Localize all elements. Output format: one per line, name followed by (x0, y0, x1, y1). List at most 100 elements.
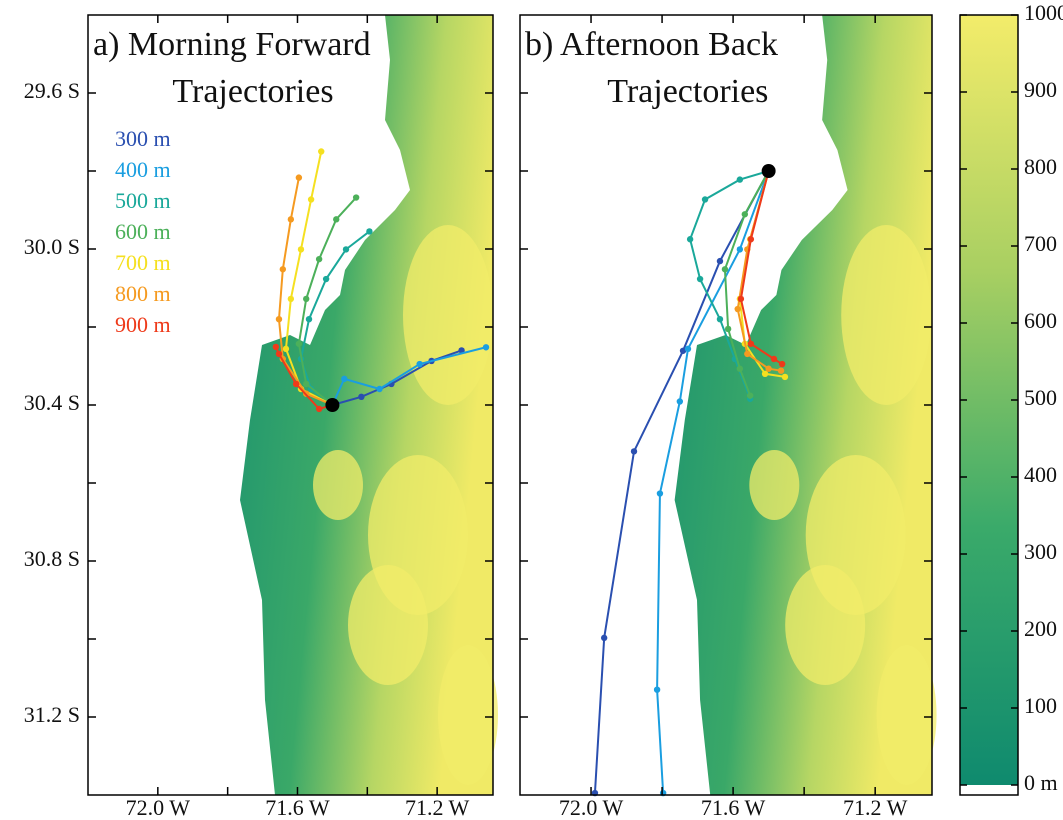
trajectory-point (701, 196, 709, 203)
trajectory-point (747, 340, 755, 347)
trajectory-point (295, 174, 303, 181)
panel-title: Trajectories (172, 73, 333, 110)
trajectory-point (297, 246, 305, 253)
trajectory-point (295, 340, 303, 347)
trajectory-point (282, 345, 290, 353)
trajectory-point (287, 295, 295, 303)
colorbar-tick-label: 100 (1024, 693, 1057, 718)
trajectory-point (653, 686, 661, 693)
trajectory-point (322, 275, 330, 283)
x-tick-label: 72.0 W (126, 795, 191, 820)
start-point (761, 164, 776, 178)
y-tick-label: 30.0 S (24, 234, 80, 259)
colorbar-tick-label: 200 (1024, 616, 1057, 641)
trajectory-point (736, 246, 744, 253)
trajectory-point (275, 350, 283, 358)
trajectory-point (305, 316, 313, 323)
colorbar-tick-label: 400 (1024, 462, 1057, 487)
terrain-high (876, 645, 937, 785)
colorbar-tick-label: 900 (1024, 77, 1057, 102)
trajectory-point (600, 634, 608, 642)
terrain-high (313, 450, 363, 520)
legend-entry: 700 m (115, 250, 171, 275)
map-panel (88, 15, 498, 795)
trajectory-point (716, 257, 724, 265)
trajectory-point (279, 266, 287, 273)
terrain-high (348, 565, 428, 685)
colorbar-tick-label: 0 m (1024, 770, 1058, 795)
legend-entry: 900 m (115, 312, 171, 337)
terrain-high (785, 565, 866, 685)
colorbar-tick-label: 500 (1024, 385, 1057, 410)
trajectory-point (721, 266, 729, 273)
trajectory-point (315, 255, 323, 263)
trajectory-point (736, 365, 744, 372)
trajectory-point (630, 448, 638, 455)
trajectory-point (358, 393, 365, 401)
terrain-high (403, 225, 493, 405)
terrain-high (841, 225, 932, 405)
x-tick-label: 71.2 W (843, 795, 908, 820)
trajectory-point (292, 380, 300, 388)
colorbar-tick-label: 1000 (1024, 0, 1063, 25)
colorbar (960, 15, 1018, 785)
y-tick-label: 29.6 S (24, 78, 80, 103)
trajectory-point (761, 370, 769, 377)
x-tick-label: 71.6 W (265, 795, 330, 820)
start-point (325, 398, 340, 412)
trajectory-point (376, 385, 383, 393)
trajectory-point (307, 196, 315, 203)
trajectory-point (716, 316, 724, 323)
legend-entry: 500 m (115, 188, 171, 213)
trajectory-point (275, 316, 283, 323)
panel-title: b) Afternoon Back (525, 26, 778, 63)
legend-entry: 300 m (115, 126, 171, 151)
trajectory-point (341, 375, 348, 383)
panel-title: a) Morning Forward (93, 26, 371, 63)
trajectory (689, 170, 769, 400)
trajectory-point (303, 295, 310, 303)
trajectory (593, 170, 770, 794)
x-tick-label: 71.2 W (405, 795, 470, 820)
legend-entry: 800 m (115, 281, 171, 306)
trajectory-point (684, 345, 692, 353)
colorbar-tick-label: 300 (1024, 539, 1057, 564)
terrain-high (438, 645, 498, 785)
colorbar-tick-label: 600 (1024, 308, 1057, 333)
trajectory-point (676, 398, 684, 405)
trajectory-point (724, 325, 732, 333)
trajectory-point (747, 236, 755, 243)
legend-entry: 400 m (115, 157, 171, 182)
colorbar-tick-label: 800 (1024, 154, 1057, 179)
y-tick-label: 31.2 S (24, 702, 80, 727)
trajectory-point (416, 360, 423, 368)
trajectory-point (272, 343, 280, 351)
colorbar-frame (959, 14, 1019, 796)
colorbar-tick-label: 700 (1024, 231, 1057, 256)
trajectory-point (696, 275, 704, 283)
trajectory-point (287, 216, 295, 223)
trajectory-point (765, 365, 772, 372)
trajectory-point (741, 211, 749, 218)
trajectory-point (736, 176, 744, 183)
trajectory-point (781, 373, 789, 381)
map-panel (520, 15, 937, 795)
trajectory-point (778, 360, 786, 368)
trajectory-point (366, 228, 373, 235)
terrain-high (749, 450, 800, 520)
trajectory-point (303, 380, 310, 388)
trajectory-point (777, 367, 785, 374)
trajectory-point (770, 355, 778, 363)
y-tick-label: 30.8 S (24, 546, 80, 571)
trajectory-point (458, 347, 465, 354)
trajectory-point (734, 305, 741, 313)
legend-entry: 600 m (115, 219, 171, 244)
trajectory-point (342, 246, 350, 253)
trajectory-point (482, 344, 490, 351)
trajectory-point (686, 236, 694, 243)
trajectory-point (744, 350, 751, 358)
y-tick-label: 30.4 S (24, 390, 80, 415)
trajectory-point (737, 295, 745, 303)
